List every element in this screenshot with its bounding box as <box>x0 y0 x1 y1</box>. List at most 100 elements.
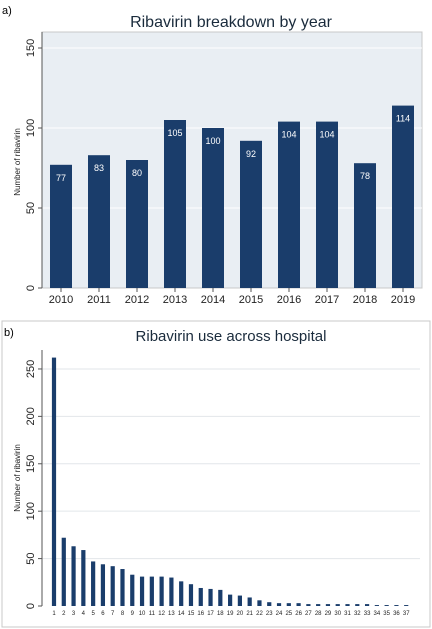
chart-b-x-tick-label: 18 <box>217 611 224 617</box>
chart-a-x-tick-label: 2013 <box>163 294 187 306</box>
chart-a-title: Ribavirin breakdown by year <box>130 14 333 31</box>
chart-a-data-label: 77 <box>56 173 66 183</box>
chart-a-x-tick-label: 2017 <box>315 294 339 306</box>
chart-a-bar <box>392 105 414 288</box>
chart-b-x-tick-label: 35 <box>383 611 390 617</box>
chart-a-y-ticks: 0 50 100 150 <box>25 32 43 291</box>
chart-b-x-tick-label: 7 <box>111 611 115 617</box>
chart-b-bar <box>100 564 106 606</box>
chart-b-x-tick-label: 36 <box>393 611 400 617</box>
chart-a-y-tick-label: 0 <box>25 285 37 291</box>
chart-a-data-label: 105 <box>167 128 182 138</box>
chart-b-bar <box>276 603 282 606</box>
chart-a-bar <box>88 155 110 288</box>
chart-b-x-tick-label: 6 <box>101 611 105 617</box>
chart-b-x-tick-label: 37 <box>403 611 410 617</box>
chart-b-y-tick-label: 200 <box>25 407 37 425</box>
chart-b-bar <box>257 600 262 606</box>
chart-a-bar <box>50 164 72 288</box>
chart-b-x-tick-label: 33 <box>364 611 371 617</box>
chart-b-x-tick-label: 12 <box>158 611 165 617</box>
chart-b-bar <box>130 574 135 606</box>
chart-a-y-tick-label: 100 <box>25 119 37 137</box>
chart-b-bar <box>316 604 321 606</box>
chart-b-x-tick-label: 15 <box>188 611 195 617</box>
chart-a-data-label: 100 <box>205 136 220 146</box>
chart-b-x-tick-label: 28 <box>315 611 322 617</box>
chart-b-y-tick-label: 250 <box>25 360 37 378</box>
chart-b-x-tick-label: 21 <box>246 611 253 617</box>
chart-b-bar <box>169 577 174 606</box>
chart-b-x-tick-label: 8 <box>121 611 125 617</box>
chart-b-x-tick-label: 22 <box>256 611 263 617</box>
chart-a-x-tick-label: 2010 <box>49 294 73 306</box>
chart-b-y-tick-label: 150 <box>25 455 37 473</box>
chart-a-bar <box>240 140 262 288</box>
chart-a-bar <box>126 160 148 288</box>
chart-b-bar <box>364 604 370 606</box>
chart-a-bar <box>354 163 376 288</box>
chart-b-x-tick-label: 23 <box>266 611 273 617</box>
chart-b-x-tick-label: 31 <box>344 611 351 617</box>
panel-b: b) Ribavirin use across hospital 0 50 100 1… <box>1 320 431 628</box>
chart-b-bar <box>306 604 311 606</box>
chart-b-bar <box>198 587 203 606</box>
chart-b-bar <box>110 566 115 606</box>
chart-b-x-tick-label: 2 <box>62 611 66 617</box>
chart-b-bar <box>355 604 360 606</box>
chart-b-bar <box>404 605 409 606</box>
chart-b-bar <box>237 595 242 606</box>
chart-a-x-tick-label: 2014 <box>201 294 225 306</box>
chart-b-y-ticks: 0 50 100 150 200 250 <box>25 350 43 609</box>
chart-a-x-tick-label: 2018 <box>353 294 377 306</box>
chart-b-x-tick-label: 4 <box>82 611 86 617</box>
chart-b-x-tick-label: 29 <box>325 611 332 617</box>
chart-b-y-tick-label: 50 <box>25 552 37 564</box>
chart-b-x-tick-label: 13 <box>168 611 175 617</box>
chart-a-bar <box>278 121 300 288</box>
chart-b-x-tick-label: 26 <box>295 611 302 617</box>
chart-b-bar <box>61 537 66 606</box>
chart-b-bar <box>139 576 145 606</box>
chart-b-x-tick-label: 32 <box>354 611 361 617</box>
panel-a-label: a) <box>2 5 12 17</box>
chart-b-x-tick-label: 3 <box>72 611 76 617</box>
chart-b-x-tick-label: 27 <box>305 611 312 617</box>
chart-b-bar <box>179 581 184 606</box>
chart-b-x-tick-label: 25 <box>285 611 292 617</box>
chart-a-x-ticks: 2010 2011 2012 2013 2014 2015 2016 2017 2018 2019 <box>49 288 415 306</box>
chart-a-bar <box>202 128 224 288</box>
chart-a-data-label: 104 <box>319 130 334 140</box>
chart-b-bar <box>247 597 252 606</box>
chart-b-x-tick-label: 9 <box>131 611 135 617</box>
chart-b-bar <box>374 605 379 606</box>
chart-b-bar <box>228 594 233 606</box>
chart-b-bar <box>91 561 96 606</box>
chart-b-bar <box>159 576 164 606</box>
chart-a-data-label: 114 <box>396 114 410 124</box>
chart-b-bar <box>345 604 350 606</box>
chart-b-x-tick-label: 1 <box>52 611 56 617</box>
chart-a-y-tick-label: 150 <box>25 39 37 57</box>
chart-a-bars: 77 83 80 105 100 92 104 104 78 114 <box>50 105 414 288</box>
chart-b-bar <box>51 357 57 606</box>
chart-b-bar <box>188 584 194 606</box>
chart-a-x-tick-label: 2019 <box>391 294 415 306</box>
chart-a-x-tick-label: 2015 <box>239 294 263 306</box>
chart-a-data-label: 80 <box>132 168 142 178</box>
chart-a-bar <box>164 120 186 288</box>
chart-a-bar <box>316 121 338 288</box>
chart-b-x-tick-label: 20 <box>237 611 244 617</box>
chart-b-bar <box>296 603 301 606</box>
chart-a-data-label: 83 <box>94 163 104 173</box>
chart-b-y-tick-label: 0 <box>25 603 37 609</box>
chart-b-y-tick-label: 100 <box>25 502 37 520</box>
chart-b-x-tick-label: 24 <box>276 611 283 617</box>
chart-b-y-axis-label: Number of ribavirin <box>13 444 22 512</box>
chart-b-bar <box>325 604 331 606</box>
chart-b-gridlines <box>42 368 420 560</box>
chart-a-x-tick-label: 2016 <box>277 294 301 306</box>
chart-b-bar <box>120 569 125 606</box>
chart-b-x-tick-label: 30 <box>334 611 341 617</box>
chart-b-bar <box>208 588 213 606</box>
